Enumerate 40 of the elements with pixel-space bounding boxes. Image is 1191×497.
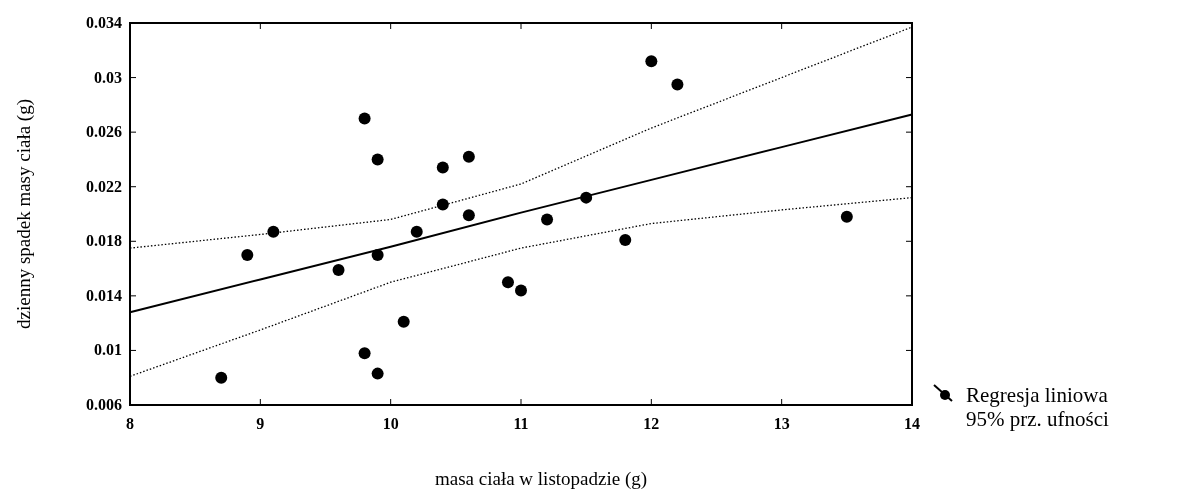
y-tick-label: 0.006 <box>86 396 122 413</box>
y-tick-label: 0.03 <box>94 68 122 86</box>
point <box>840 210 853 223</box>
y-tick-label: 0.018 <box>86 232 122 250</box>
point <box>332 263 345 276</box>
point <box>397 315 410 328</box>
text: 95% prz. ufności <box>966 407 1110 431</box>
y-axis-title: dzienny spadek masy ciała (g) <box>13 98 35 330</box>
point <box>267 225 280 238</box>
point <box>462 209 475 222</box>
point <box>371 367 384 380</box>
point <box>358 112 371 125</box>
point <box>436 198 449 211</box>
x-axis-title: masa ciała w listopadzie (g) <box>434 468 648 490</box>
y-tick-label: 0.014 <box>86 286 122 304</box>
point <box>671 78 684 91</box>
point <box>358 347 371 360</box>
y-tick-label: 0.01 <box>94 341 122 359</box>
point <box>371 153 384 166</box>
point <box>619 233 632 246</box>
y-tick-label: 0.022 <box>86 177 122 195</box>
point <box>462 150 475 163</box>
x-tick-label: 14 <box>904 415 920 432</box>
point <box>515 284 527 297</box>
point <box>645 55 658 68</box>
point <box>241 248 254 261</box>
x-tick-label: 13 <box>773 415 790 432</box>
point <box>410 225 423 238</box>
point <box>215 371 228 384</box>
x-tick-label: 9 <box>256 415 265 432</box>
point <box>436 161 449 174</box>
point <box>541 213 554 226</box>
x-tick-label: 11 <box>513 415 529 432</box>
legend-label: Regresja liniowa <box>966 383 1109 407</box>
point <box>501 276 514 289</box>
x-tick-label: 8 <box>126 415 134 432</box>
x-tick-label: 10 <box>382 415 399 432</box>
x-tick-label: 12 <box>643 415 660 432</box>
y-tick-label: 0.034 <box>86 14 122 31</box>
y-tick-label: 0.026 <box>86 123 122 141</box>
